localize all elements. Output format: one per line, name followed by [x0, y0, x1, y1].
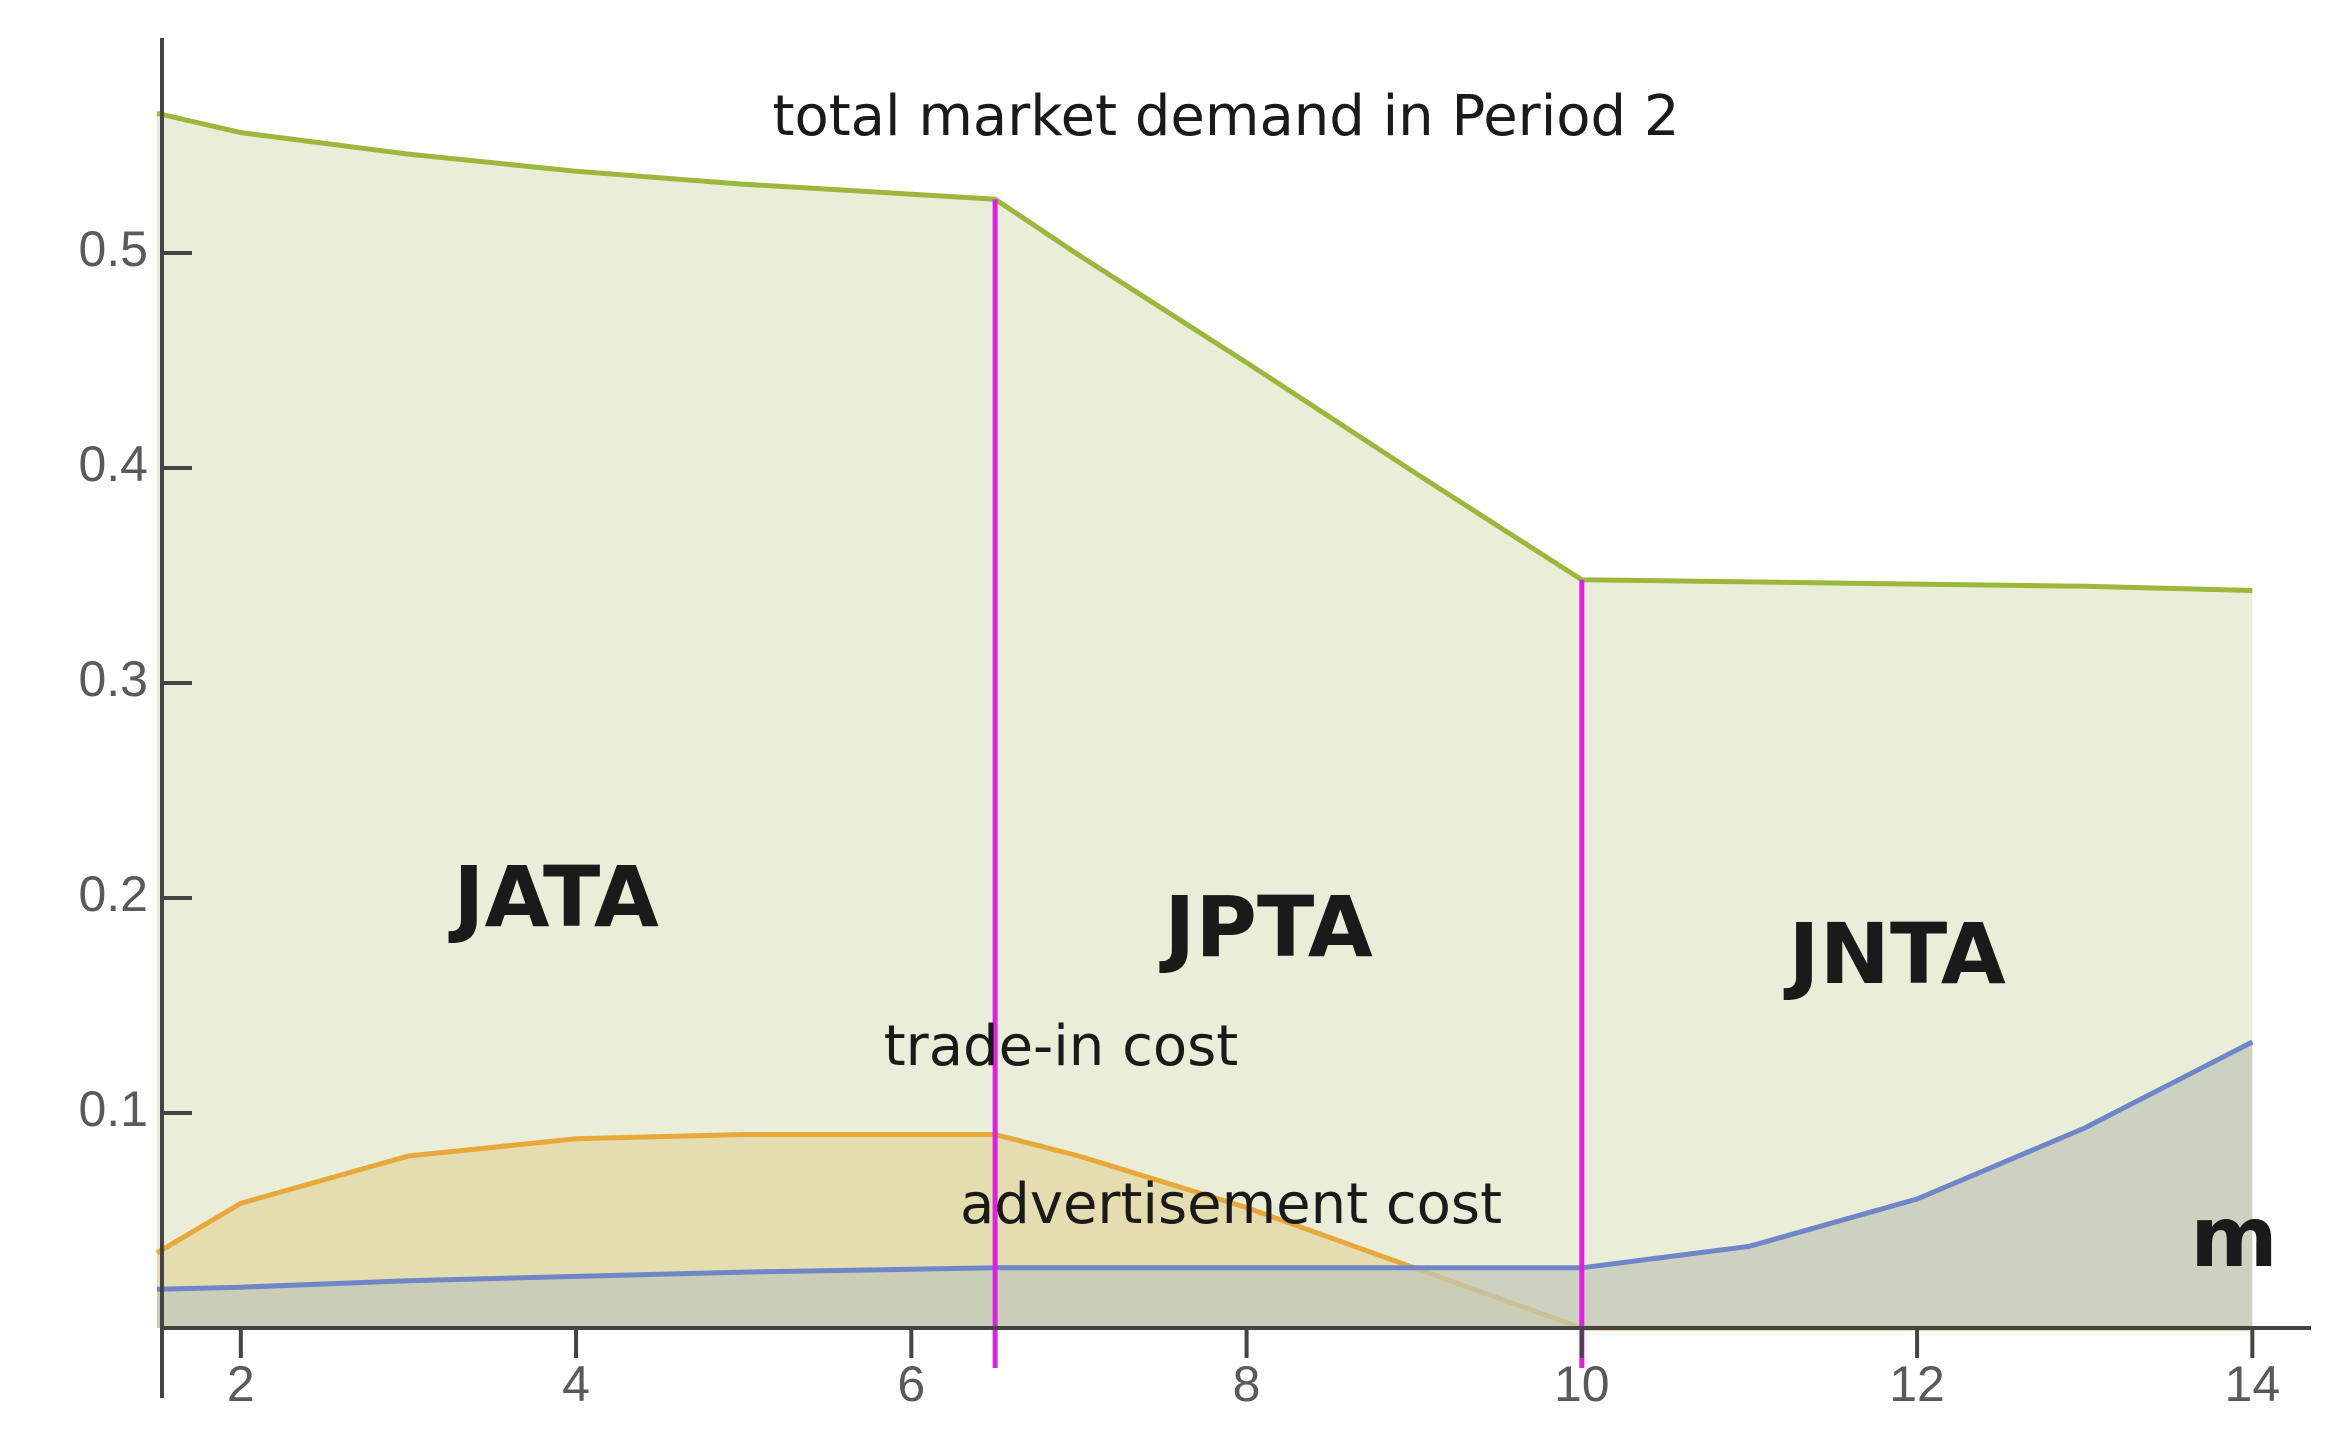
x-tick-label: 8 — [1233, 1356, 1261, 1412]
region-label: JPTA — [1159, 878, 1373, 976]
x-tick-label: 6 — [897, 1356, 925, 1412]
series-line — [156, 1039, 2254, 1292]
areas — [155, 110, 2254, 1331]
area-fill — [157, 113, 2253, 1328]
x-tick-label: 4 — [562, 1356, 590, 1412]
series-line — [156, 110, 2253, 593]
region-label: JNTA — [1783, 905, 2005, 1003]
y-tick-label: 0.4 — [78, 436, 148, 492]
y-tick-label: 0.3 — [78, 651, 148, 707]
x-tick-label: 14 — [2225, 1356, 2281, 1412]
series-annotation: trade-in cost — [884, 1014, 1239, 1079]
y-tick-label: 0.5 — [78, 221, 148, 277]
overlay: 2 4 6 8 10 12 14 0.1 0.2 0.3 0.4 0.5 JATA JPTA JNTA tot… — [78, 38, 2311, 1412]
region-label: JATA — [448, 848, 659, 946]
x-tick-label: 2 — [227, 1356, 255, 1412]
area-fill — [157, 1042, 2253, 1328]
chart-title: total market demand in Period 2 — [773, 84, 1680, 149]
y-tick-label: 0.1 — [78, 1081, 148, 1137]
x-tick-label: 10 — [1554, 1356, 1610, 1412]
x-tick-label: 12 — [1889, 1356, 1945, 1412]
series-annotation: advertisement cost — [960, 1172, 1502, 1237]
y-tick-label: 0.2 — [78, 866, 148, 922]
x-axis-label: m — [2190, 1188, 2278, 1286]
